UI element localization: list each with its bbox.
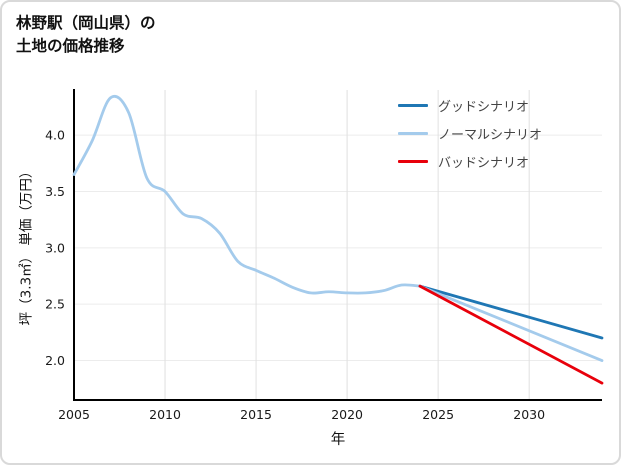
y-tick-label: 4.0 [45, 128, 65, 143]
legend-item-good-scenario[interactable]: グッドシナリオ [398, 96, 542, 115]
x-tick-label: 2020 [331, 407, 363, 422]
y-tick-label: 3.5 [45, 184, 65, 199]
x-tick-label: 2025 [422, 407, 454, 422]
legend: グッドシナリオ ノーマルシナリオ バッドシナリオ [398, 96, 542, 171]
y-tick-label: 2.5 [45, 297, 65, 312]
legend-item-bad-scenario[interactable]: バッドシナリオ [398, 152, 542, 171]
legend-label-good-scenario: グッドシナリオ [438, 100, 530, 115]
normal-scenario-line-swatch [398, 131, 428, 136]
bad-scenario-line [418, 284, 604, 385]
x-tick-label: 2005 [58, 407, 90, 422]
y-tick-label: 3.0 [45, 240, 65, 255]
x-axis-label: 年 [330, 432, 346, 448]
history-line [72, 94, 422, 295]
y-axis-label: 坪（3.3㎡） 単価（万円） [18, 164, 35, 326]
chart-title: 林野駅（岡山県）の 土地の価格推移 [16, 12, 156, 59]
good-scenario-line-swatch [398, 103, 428, 108]
y-axis-label-wrap: 坪（3.3㎡） 単価（万円） [12, 90, 36, 400]
y-tick-label: 2.0 [45, 353, 65, 368]
bad-scenario-line-swatch [398, 159, 428, 164]
normal-scenario-line [418, 284, 604, 362]
chart-title-line1: 林野駅（岡山県）の [16, 14, 156, 32]
x-tick-label: 2015 [240, 407, 272, 422]
chart-title-line2: 土地の価格推移 [16, 37, 125, 56]
good-scenario-line [418, 284, 604, 340]
legend-label-normal-scenario: ノーマルシナリオ [438, 128, 543, 143]
x-tick-label: 2030 [513, 407, 545, 422]
legend-label-bad-scenario: バッドシナリオ [438, 156, 530, 171]
legend-item-normal-scenario[interactable]: ノーマルシナリオ [398, 124, 542, 143]
x-tick-label: 2010 [149, 407, 181, 422]
